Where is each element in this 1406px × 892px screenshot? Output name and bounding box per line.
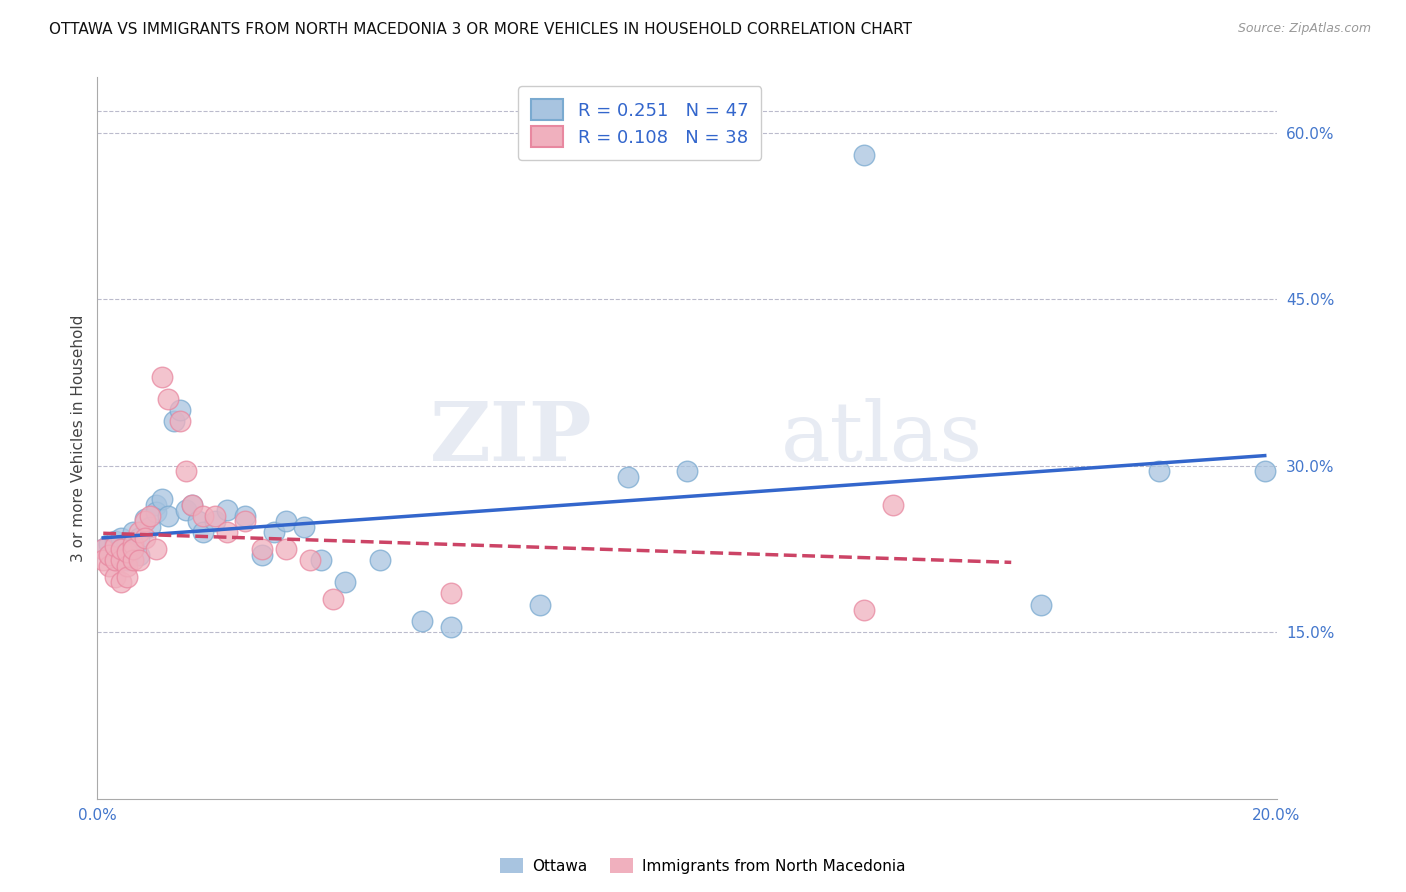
Point xyxy=(204,514,226,528)
Point xyxy=(233,514,256,528)
Point xyxy=(121,553,143,567)
Point xyxy=(91,553,114,567)
Point xyxy=(204,508,226,523)
Point xyxy=(292,520,315,534)
Point xyxy=(150,370,173,384)
Point xyxy=(1147,464,1170,478)
Point xyxy=(110,575,132,590)
Point xyxy=(157,392,180,407)
Point xyxy=(91,542,114,557)
Point xyxy=(115,545,138,559)
Legend: R = 0.251   N = 47, R = 0.108   N = 38: R = 0.251 N = 47, R = 0.108 N = 38 xyxy=(519,87,761,160)
Point xyxy=(233,508,256,523)
Point xyxy=(98,548,121,562)
Point xyxy=(274,542,297,557)
Point xyxy=(215,503,238,517)
Point xyxy=(121,542,143,557)
Point xyxy=(115,536,138,550)
Point xyxy=(174,464,197,478)
Point xyxy=(110,542,132,557)
Point xyxy=(110,531,132,545)
Point xyxy=(110,553,132,567)
Point xyxy=(440,620,463,634)
Point xyxy=(139,520,162,534)
Legend: Ottawa, Immigrants from North Macedonia: Ottawa, Immigrants from North Macedonia xyxy=(494,852,912,880)
Point xyxy=(215,525,238,540)
Point xyxy=(370,553,392,567)
Point xyxy=(852,148,875,162)
Y-axis label: 3 or more Vehicles in Household: 3 or more Vehicles in Household xyxy=(72,314,86,562)
Point xyxy=(676,464,699,478)
Point xyxy=(252,542,274,557)
Point xyxy=(411,614,433,628)
Point xyxy=(139,508,162,523)
Point xyxy=(169,403,191,417)
Point xyxy=(104,553,127,567)
Text: ZIP: ZIP xyxy=(430,398,592,478)
Point xyxy=(180,498,202,512)
Point xyxy=(252,548,274,562)
Text: Source: ZipAtlas.com: Source: ZipAtlas.com xyxy=(1237,22,1371,36)
Point xyxy=(110,549,132,564)
Point xyxy=(298,553,321,567)
Point xyxy=(98,536,121,550)
Point xyxy=(145,505,167,519)
Point xyxy=(104,539,127,553)
Point xyxy=(882,498,904,512)
Point xyxy=(98,558,121,573)
Text: OTTAWA VS IMMIGRANTS FROM NORTH MACEDONIA 3 OR MORE VEHICLES IN HOUSEHOLD CORREL: OTTAWA VS IMMIGRANTS FROM NORTH MACEDONI… xyxy=(49,22,912,37)
Point xyxy=(115,570,138,584)
Point xyxy=(121,525,143,540)
Point xyxy=(104,553,127,567)
Point xyxy=(157,508,180,523)
Point xyxy=(263,525,285,540)
Point xyxy=(440,586,463,600)
Point xyxy=(134,531,156,545)
Point xyxy=(150,492,173,507)
Point xyxy=(193,508,215,523)
Point xyxy=(180,498,202,512)
Point xyxy=(274,514,297,528)
Point xyxy=(529,598,551,612)
Point xyxy=(115,553,138,567)
Point xyxy=(115,558,138,573)
Point xyxy=(1029,598,1052,612)
Point xyxy=(145,498,167,512)
Point xyxy=(121,536,143,550)
Point xyxy=(163,414,186,428)
Point xyxy=(91,542,114,557)
Point xyxy=(104,570,127,584)
Point xyxy=(134,512,156,526)
Point xyxy=(110,542,132,557)
Point xyxy=(128,531,150,545)
Point xyxy=(311,553,333,567)
Point xyxy=(128,525,150,540)
Point xyxy=(322,592,344,607)
Point xyxy=(145,542,167,557)
Point xyxy=(617,470,640,484)
Point xyxy=(193,525,215,540)
Point xyxy=(333,575,356,590)
Point xyxy=(169,414,191,428)
Point xyxy=(134,514,156,528)
Text: atlas: atlas xyxy=(782,398,983,478)
Point xyxy=(852,603,875,617)
Point xyxy=(104,534,127,549)
Point xyxy=(128,548,150,562)
Point xyxy=(121,542,143,557)
Point xyxy=(187,514,209,528)
Point xyxy=(174,503,197,517)
Point xyxy=(104,539,127,553)
Point xyxy=(128,553,150,567)
Point xyxy=(115,545,138,559)
Point xyxy=(98,548,121,562)
Point xyxy=(1254,464,1277,478)
